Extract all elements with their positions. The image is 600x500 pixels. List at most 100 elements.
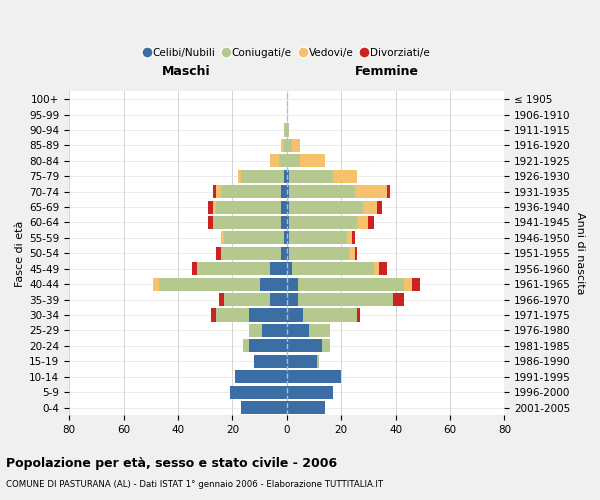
Bar (287, 200, 289, 213)
Bar (219, 293, 224, 306)
Bar (289, 247, 349, 260)
Bar (303, 308, 358, 322)
Bar (262, 324, 287, 337)
Bar (333, 170, 358, 183)
Bar (377, 200, 382, 213)
Bar (287, 185, 289, 198)
Bar (308, 324, 330, 337)
Bar (287, 170, 289, 183)
Bar (284, 170, 287, 183)
Bar (248, 308, 287, 322)
Bar (154, 278, 159, 290)
Bar (358, 308, 360, 322)
Bar (287, 354, 317, 368)
Bar (235, 370, 287, 384)
Bar (404, 278, 412, 290)
Bar (241, 401, 287, 414)
Bar (214, 200, 216, 213)
Bar (241, 170, 284, 183)
Bar (379, 262, 388, 276)
Text: Femmine: Femmine (355, 66, 419, 78)
Bar (208, 216, 214, 229)
Bar (287, 124, 289, 136)
Bar (216, 308, 248, 322)
Bar (159, 278, 260, 290)
Bar (289, 170, 333, 183)
Bar (301, 154, 325, 168)
Bar (281, 185, 287, 198)
Bar (221, 247, 281, 260)
Bar (248, 340, 287, 352)
Text: COMUNE DI PASTURANA (AL) - Dati ISTAT 1° gennaio 2006 - Elaborazione TUTTITALIA.: COMUNE DI PASTURANA (AL) - Dati ISTAT 1°… (6, 480, 383, 489)
Bar (393, 293, 404, 306)
Bar (281, 247, 287, 260)
Bar (211, 308, 216, 322)
Bar (287, 262, 292, 276)
Bar (292, 262, 374, 276)
Bar (298, 293, 393, 306)
Bar (287, 247, 289, 260)
Bar (221, 232, 224, 244)
Bar (214, 185, 216, 198)
Bar (281, 216, 287, 229)
Bar (355, 247, 358, 260)
Bar (287, 232, 289, 244)
Bar (287, 370, 341, 384)
Bar (281, 139, 284, 152)
Bar (298, 278, 404, 290)
Bar (271, 262, 287, 276)
Bar (224, 293, 271, 306)
Bar (289, 200, 363, 213)
Bar (281, 200, 287, 213)
Bar (284, 124, 287, 136)
Bar (287, 308, 303, 322)
Bar (287, 139, 292, 152)
Bar (358, 216, 368, 229)
Bar (216, 200, 281, 213)
Bar (374, 262, 379, 276)
Bar (254, 354, 287, 368)
Y-axis label: Anni di nascita: Anni di nascita (575, 212, 585, 294)
Bar (317, 354, 319, 368)
Bar (243, 340, 248, 352)
Bar (191, 262, 197, 276)
Bar (216, 247, 221, 260)
Text: Maschi: Maschi (163, 66, 211, 78)
Bar (287, 401, 325, 414)
Bar (412, 278, 420, 290)
Legend: Celibi/Nubili, Coniugati/e, Vedovi/e, Divorziati/e: Celibi/Nubili, Coniugati/e, Vedovi/e, Di… (141, 45, 433, 61)
Bar (322, 340, 330, 352)
Bar (289, 232, 347, 244)
Bar (347, 232, 352, 244)
Bar (388, 185, 390, 198)
Bar (287, 154, 301, 168)
Bar (287, 340, 322, 352)
Bar (368, 216, 374, 229)
Y-axis label: Fasce di età: Fasce di età (15, 220, 25, 286)
Bar (271, 293, 287, 306)
Bar (284, 232, 287, 244)
Bar (214, 216, 281, 229)
Bar (287, 293, 298, 306)
Bar (287, 386, 333, 398)
Bar (349, 247, 355, 260)
Text: Popolazione per età, sesso e stato civile - 2006: Popolazione per età, sesso e stato civil… (6, 458, 337, 470)
Bar (224, 232, 284, 244)
Bar (260, 278, 287, 290)
Bar (271, 154, 278, 168)
Bar (363, 200, 377, 213)
Bar (287, 216, 289, 229)
Bar (197, 262, 271, 276)
Bar (289, 185, 355, 198)
Bar (248, 324, 262, 337)
Bar (278, 154, 287, 168)
Bar (287, 278, 298, 290)
Bar (230, 386, 287, 398)
Bar (238, 170, 241, 183)
Bar (284, 139, 287, 152)
Bar (355, 185, 388, 198)
Bar (216, 185, 221, 198)
Bar (292, 139, 301, 152)
Bar (289, 216, 358, 229)
Bar (352, 232, 355, 244)
